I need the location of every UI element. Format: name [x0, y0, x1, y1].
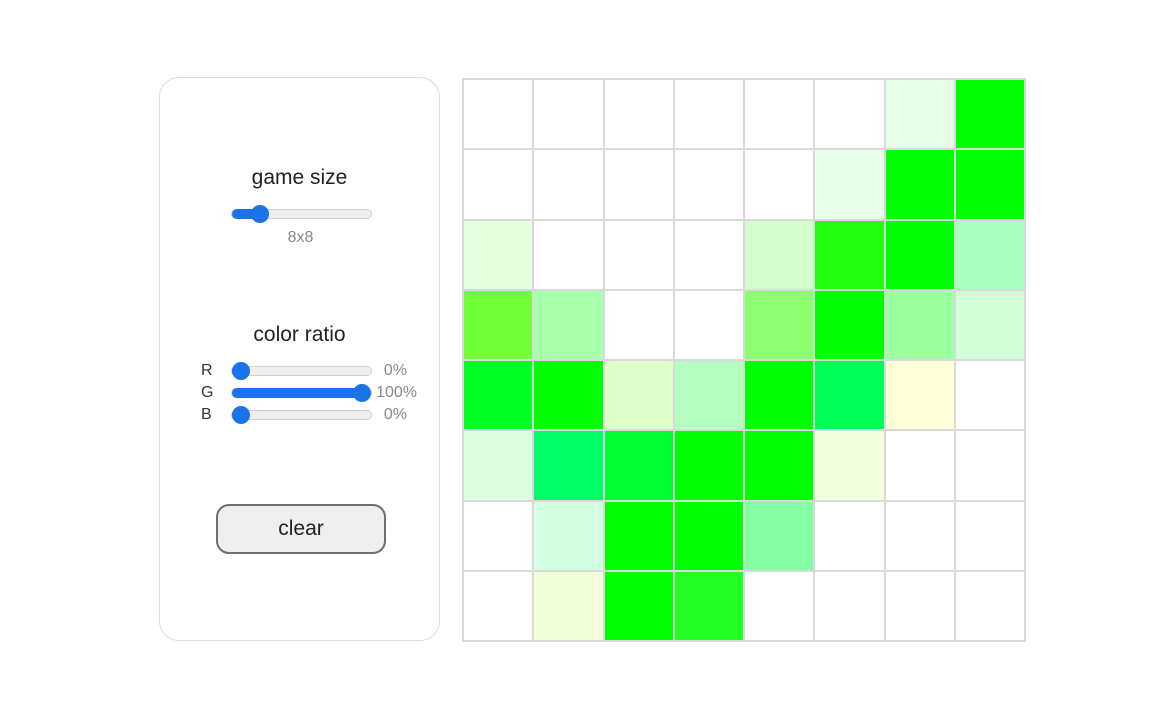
- grid-cell-r8-c2[interactable]: [534, 571, 603, 640]
- grid-cell-r7-c6[interactable]: [815, 501, 884, 570]
- grid-cell-r7-c7[interactable]: [885, 501, 954, 570]
- grid-cell-r3-c2[interactable]: [534, 220, 603, 289]
- grid-cell-r7-c8[interactable]: [955, 501, 1024, 570]
- grid-cell-r6-c6[interactable]: [815, 431, 884, 500]
- grid-cell-r2-c7[interactable]: [885, 150, 954, 219]
- blue-channel-label: B: [201, 406, 212, 423]
- grid-cell-r8-c4[interactable]: [674, 571, 743, 640]
- grid-cell-r8-c5[interactable]: [745, 571, 814, 640]
- clear-button[interactable]: clear: [216, 504, 386, 554]
- grid-cell-r7-c3[interactable]: [604, 501, 673, 570]
- grid-cell-r4-c3[interactable]: [604, 290, 673, 359]
- grid-cell-r6-c4[interactable]: [674, 431, 743, 500]
- grid-cell-r8-c3[interactable]: [604, 571, 673, 640]
- grid-cell-r6-c7[interactable]: [885, 431, 954, 500]
- grid-cell-r3-c5[interactable]: [745, 220, 814, 289]
- red-ratio-slider-thumb[interactable]: [232, 362, 250, 380]
- grid-cell-r1-c6[interactable]: [815, 80, 884, 149]
- grid-cell-r3-c1[interactable]: [464, 220, 533, 289]
- blue-ratio-slider[interactable]: [231, 406, 372, 424]
- grid-cell-r3-c6[interactable]: [815, 220, 884, 289]
- grid-cell-r8-c8[interactable]: [955, 571, 1024, 640]
- grid-cell-r2-c6[interactable]: [815, 150, 884, 219]
- grid-cell-r6-c8[interactable]: [955, 431, 1024, 500]
- red-ratio-slider[interactable]: [231, 362, 372, 380]
- grid-cell-r6-c3[interactable]: [604, 431, 673, 500]
- grid-cell-r4-c4[interactable]: [674, 290, 743, 359]
- game-size-slider-fill: [232, 209, 261, 219]
- green-channel-label: G: [201, 384, 214, 401]
- blue-ratio-slider-thumb[interactable]: [232, 406, 250, 424]
- grid-cell-r5-c8[interactable]: [955, 361, 1024, 430]
- control-panel: game size 8x8 color ratio R 0% G 100% B …: [159, 77, 440, 641]
- grid-cell-r6-c5[interactable]: [745, 431, 814, 500]
- grid-cell-r8-c6[interactable]: [815, 571, 884, 640]
- grid-cell-r3-c7[interactable]: [885, 220, 954, 289]
- grid-cell-r4-c1[interactable]: [464, 290, 533, 359]
- grid-cell-r5-c6[interactable]: [815, 361, 884, 430]
- game-size-title: game size: [251, 166, 348, 189]
- grid-cell-r4-c5[interactable]: [745, 290, 814, 359]
- grid-cell-r5-c3[interactable]: [604, 361, 673, 430]
- green-ratio-slider-thumb[interactable]: [353, 384, 371, 402]
- grid-cell-r1-c7[interactable]: [885, 80, 954, 149]
- grid-cell-r1-c5[interactable]: [745, 80, 814, 149]
- grid-cell-r6-c1[interactable]: [464, 431, 533, 500]
- grid-cell-r8-c1[interactable]: [464, 571, 533, 640]
- grid-cell-r2-c4[interactable]: [674, 150, 743, 219]
- green-ratio-value: 100%: [376, 384, 417, 401]
- green-ratio-slider[interactable]: [231, 384, 372, 402]
- grid-cell-r1-c1[interactable]: [464, 80, 533, 149]
- grid-cell-r3-c4[interactable]: [674, 220, 743, 289]
- grid-cell-r1-c3[interactable]: [604, 80, 673, 149]
- grid-cell-r5-c5[interactable]: [745, 361, 814, 430]
- grid-cell-r1-c8[interactable]: [955, 80, 1024, 149]
- grid-cell-r5-c2[interactable]: [534, 361, 603, 430]
- blue-ratio-value: 0%: [383, 406, 407, 423]
- grid-cell-r2-c8[interactable]: [955, 150, 1024, 219]
- grid-cell-r4-c7[interactable]: [885, 290, 954, 359]
- grid-cell-r6-c2[interactable]: [534, 431, 603, 500]
- grid-cell-r4-c8[interactable]: [955, 290, 1024, 359]
- grid-cell-r3-c3[interactable]: [604, 220, 673, 289]
- grid-cell-r2-c2[interactable]: [534, 150, 603, 219]
- color-ratio-title: color ratio: [253, 323, 346, 346]
- grid-cell-r1-c2[interactable]: [534, 80, 603, 149]
- grid-cell-r7-c5[interactable]: [745, 501, 814, 570]
- grid-cell-r7-c2[interactable]: [534, 501, 603, 570]
- grid-cell-r5-c4[interactable]: [674, 361, 743, 430]
- game-size-slider-thumb[interactable]: [251, 205, 270, 223]
- green-ratio-slider-fill: [232, 388, 362, 398]
- grid-cell-r8-c7[interactable]: [885, 571, 954, 640]
- grid-cell-r3-c8[interactable]: [955, 220, 1024, 289]
- game-size-value: 8x8: [287, 229, 314, 246]
- grid-cell-r2-c5[interactable]: [745, 150, 814, 219]
- grid-cell-r2-c1[interactable]: [464, 150, 533, 219]
- grid-cell-r4-c2[interactable]: [534, 290, 603, 359]
- game-size-slider[interactable]: [231, 205, 372, 223]
- grid-cell-r5-c1[interactable]: [464, 361, 533, 430]
- grid-cell-r5-c7[interactable]: [885, 361, 954, 430]
- game-grid: [462, 78, 1026, 642]
- red-channel-label: R: [201, 362, 213, 379]
- grid-cell-r2-c3[interactable]: [604, 150, 673, 219]
- grid-cell-r7-c1[interactable]: [464, 501, 533, 570]
- grid-cell-r4-c6[interactable]: [815, 290, 884, 359]
- grid-cell-r7-c4[interactable]: [674, 501, 743, 570]
- red-ratio-value: 0%: [383, 362, 407, 379]
- grid-cell-r1-c4[interactable]: [674, 80, 743, 149]
